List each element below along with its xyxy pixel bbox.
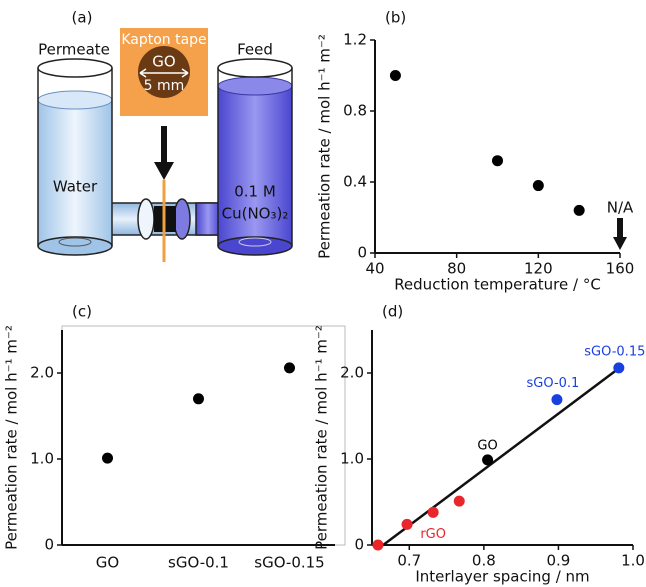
x-tick-label: GO bbox=[96, 554, 119, 572]
x-tick-label: 0.9 bbox=[546, 552, 570, 570]
y-tick-label: 1.2 bbox=[343, 31, 367, 49]
point bbox=[573, 204, 585, 216]
x-tick-label: sGO-0.15 bbox=[254, 554, 324, 572]
cylinder-top bbox=[217, 58, 293, 78]
water-surface bbox=[37, 90, 113, 110]
x-axis-label: Reduction temperature / °C bbox=[394, 276, 601, 294]
water bbox=[38, 100, 112, 246]
point bbox=[453, 495, 465, 507]
liquid-label: Cu(NO₃)₂ bbox=[222, 205, 289, 223]
point bbox=[613, 362, 625, 374]
x-tick-label: 0.7 bbox=[397, 552, 421, 570]
point bbox=[389, 70, 401, 81]
point bbox=[372, 539, 384, 551]
go-membrane bbox=[138, 46, 190, 98]
stirrer bbox=[58, 237, 92, 247]
point bbox=[551, 394, 563, 406]
y-tick-label: 2.0 bbox=[30, 364, 54, 382]
point-label: sGO-0.1 bbox=[527, 376, 580, 391]
series-label: rGO bbox=[420, 527, 446, 542]
point-label: sGO-0.15 bbox=[584, 344, 645, 359]
x-tick-label: 1.0 bbox=[621, 552, 645, 570]
y-tick-label: 0.4 bbox=[343, 173, 367, 191]
x-tick-label: 160 bbox=[606, 260, 635, 278]
y-axis-label: Permeation rate / mol h⁻¹ m⁻² bbox=[313, 325, 331, 550]
point bbox=[532, 180, 544, 192]
stirrer bbox=[238, 237, 272, 247]
point bbox=[492, 155, 503, 167]
frame bbox=[61, 325, 346, 546]
tube bbox=[195, 202, 221, 236]
panel-label: (d) bbox=[382, 303, 403, 321]
size-arrow bbox=[139, 68, 189, 78]
arrow bbox=[154, 126, 174, 180]
cell-label: Permeate bbox=[38, 41, 110, 59]
annotation-arrow bbox=[613, 218, 627, 250]
point bbox=[401, 518, 413, 530]
x-tick-label: sGO-0.1 bbox=[168, 554, 229, 572]
x-tick-label: 120 bbox=[524, 260, 553, 278]
point bbox=[284, 362, 295, 374]
x-tick-label: 0.8 bbox=[472, 552, 496, 570]
series-label: GO bbox=[477, 438, 497, 453]
y-axis-label: Permeation rate / mol h⁻¹ m⁻² bbox=[3, 325, 21, 550]
fit-line bbox=[382, 365, 623, 547]
panel-label: (c) bbox=[72, 303, 92, 321]
annotation: N/A bbox=[607, 199, 634, 217]
y-tick-label: 0 bbox=[44, 536, 54, 554]
liquid-label: 0.1 M bbox=[234, 183, 276, 201]
cell-label: Feed bbox=[237, 41, 273, 59]
x-tick-label: 40 bbox=[365, 260, 384, 278]
size-label: 5 mm bbox=[144, 78, 185, 94]
tape-label: Kapton tape bbox=[121, 32, 206, 48]
x-tick-label: 80 bbox=[447, 260, 466, 278]
y-tick-label: 2.0 bbox=[340, 364, 364, 382]
diagram: (a) Permeate Feed Water 0.1 M Cu(NO₃)₂ K… bbox=[37, 9, 293, 262]
flange bbox=[137, 198, 155, 240]
y-tick-label: 0.8 bbox=[343, 102, 367, 120]
y-axis-label: Permeation rate / mol h⁻¹ m⁻² bbox=[316, 34, 334, 259]
y-tick-label: 1.0 bbox=[340, 450, 364, 468]
liquid-label: Water bbox=[53, 178, 98, 196]
point bbox=[102, 452, 113, 464]
cylinder-top bbox=[37, 58, 113, 78]
y-tick-label: 0 bbox=[354, 536, 364, 554]
x-axis-label: Interlayer spacing / nm bbox=[415, 568, 589, 586]
membrane-label: GO bbox=[152, 53, 175, 71]
y-tick-label: 1.0 bbox=[30, 450, 54, 468]
feed-surface bbox=[217, 76, 293, 96]
panel-label: (a) bbox=[72, 9, 93, 27]
feed-liquid bbox=[218, 86, 292, 246]
point bbox=[482, 454, 494, 466]
y-tick-label: 0 bbox=[357, 244, 367, 262]
point bbox=[193, 393, 204, 405]
flange bbox=[173, 198, 191, 240]
point bbox=[427, 506, 439, 518]
panel-label: (b) bbox=[385, 9, 406, 27]
